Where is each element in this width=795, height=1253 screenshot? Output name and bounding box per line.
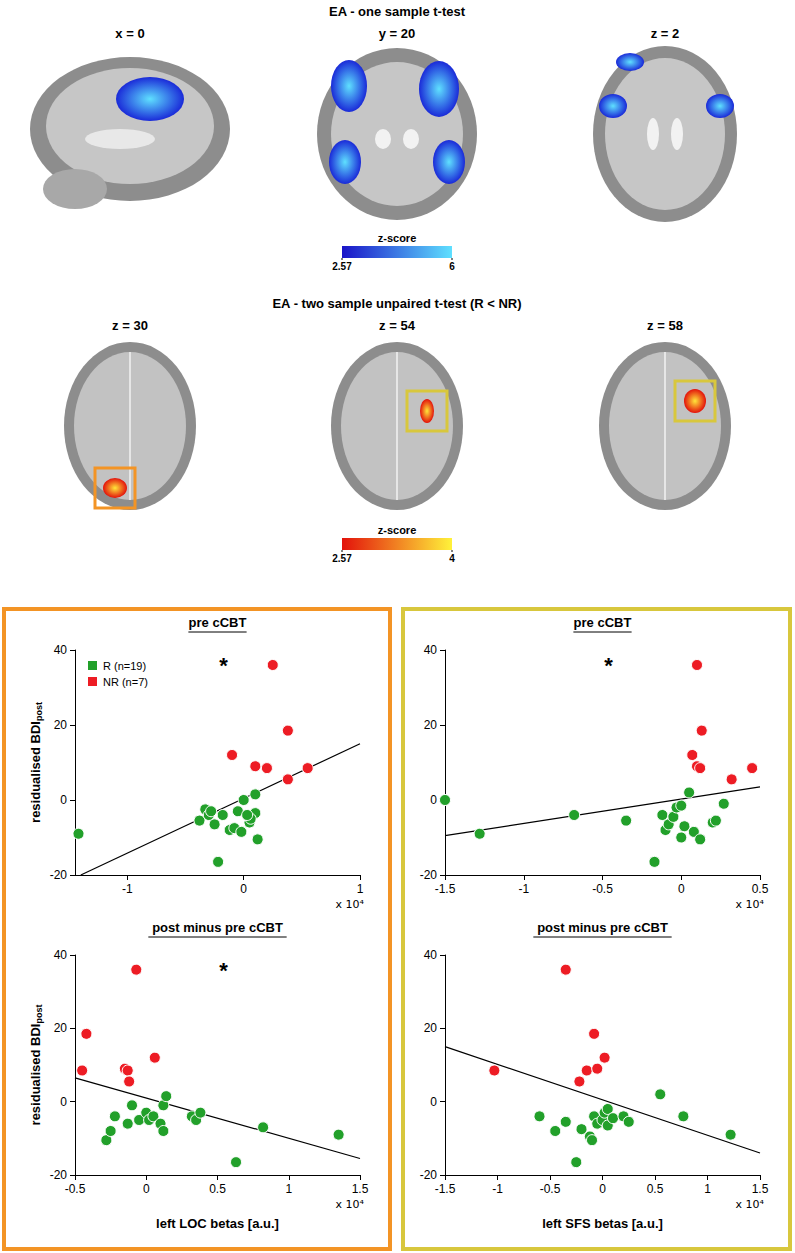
svg-text:post: post (34, 702, 44, 721)
svg-text:z = 2: z = 2 (651, 26, 680, 41)
svg-text:post minus pre cCBT: post minus pre cCBT (152, 920, 283, 935)
svg-text:0: 0 (599, 1182, 606, 1196)
svg-text:x = 0: x = 0 (115, 26, 144, 41)
svg-text:0: 0 (143, 1182, 150, 1196)
svg-text:residualised BDI: residualised BDI (28, 721, 43, 823)
svg-text:1.5: 1.5 (352, 1182, 369, 1196)
svg-text:-0.5: -0.5 (540, 1182, 561, 1196)
svg-text:0: 0 (60, 1095, 67, 1109)
svg-text:z = 54: z = 54 (379, 318, 416, 333)
svg-text:-1.5: -1.5 (435, 882, 456, 896)
svg-text:1: 1 (704, 1182, 711, 1196)
svg-text:0: 0 (240, 882, 247, 896)
svg-text:0: 0 (60, 793, 67, 807)
svg-text:EA - one sample t-test: EA - one sample t-test (329, 4, 466, 19)
svg-text:2.57: 2.57 (332, 261, 352, 272)
svg-text:-0.5: -0.5 (592, 882, 613, 896)
svg-text:z-score: z-score (378, 524, 417, 536)
svg-text:R (n=19): R (n=19) (103, 660, 146, 672)
svg-text:pre cCBT: pre cCBT (574, 615, 632, 630)
svg-text:z-score: z-score (378, 232, 417, 244)
svg-text:20: 20 (424, 1021, 438, 1035)
svg-text:z = 30: z = 30 (112, 318, 148, 333)
svg-text:2.57: 2.57 (332, 553, 352, 564)
svg-text:4: 4 (449, 553, 455, 564)
svg-text:-1: -1 (492, 1182, 503, 1196)
svg-text:pre cCBT: pre cCBT (189, 615, 247, 630)
svg-text:1: 1 (357, 882, 364, 896)
svg-text:left SFS betas [a.u.]: left SFS betas [a.u.] (542, 1216, 663, 1231)
svg-text:20: 20 (54, 718, 68, 732)
svg-text:x 10⁴: x 10⁴ (336, 1198, 365, 1211)
svg-text:20: 20 (54, 1021, 68, 1035)
svg-text:*: * (219, 653, 228, 678)
svg-text:residualised BDI: residualised BDI (28, 1024, 43, 1126)
svg-text:1: 1 (285, 1182, 292, 1196)
svg-text:y = 20: y = 20 (379, 26, 416, 41)
svg-text:0.5: 0.5 (647, 1182, 664, 1196)
svg-text:0.5: 0.5 (752, 882, 769, 896)
svg-text:-20: -20 (50, 1168, 68, 1182)
svg-text:x 10⁴: x 10⁴ (736, 898, 765, 911)
svg-text:40: 40 (424, 948, 438, 962)
svg-text:x 10⁴: x 10⁴ (336, 898, 365, 911)
svg-text:-1.5: -1.5 (435, 1182, 456, 1196)
svg-text:20: 20 (424, 718, 438, 732)
svg-text:NR (n=7): NR (n=7) (103, 676, 148, 688)
svg-text:post: post (34, 1005, 44, 1024)
svg-text:-1: -1 (518, 882, 529, 896)
svg-text:-20: -20 (50, 868, 68, 882)
svg-text:*: * (219, 958, 228, 983)
svg-text:-0.5: -0.5 (65, 1182, 86, 1196)
svg-text:-20: -20 (420, 868, 438, 882)
svg-text:*: * (604, 653, 613, 678)
svg-text:0: 0 (678, 882, 685, 896)
svg-text:-20: -20 (420, 1168, 438, 1182)
svg-text:z = 58: z = 58 (647, 318, 683, 333)
svg-text:x 10⁴: x 10⁴ (736, 1198, 765, 1211)
svg-text:40: 40 (54, 948, 68, 962)
svg-text:40: 40 (54, 643, 68, 657)
svg-text:40: 40 (424, 643, 438, 657)
svg-text:0: 0 (430, 793, 437, 807)
svg-text:EA - two sample unpaired t-tes: EA - two sample unpaired t-test (R < NR) (272, 296, 521, 311)
svg-text:-1: -1 (122, 882, 133, 896)
svg-text:left LOC betas [a.u.]: left LOC betas [a.u.] (156, 1216, 279, 1231)
svg-text:6: 6 (449, 261, 455, 272)
svg-text:1.5: 1.5 (752, 1182, 769, 1196)
svg-text:0.5: 0.5 (209, 1182, 226, 1196)
svg-text:0: 0 (430, 1095, 437, 1109)
svg-text:post minus pre cCBT: post minus pre cCBT (537, 920, 668, 935)
